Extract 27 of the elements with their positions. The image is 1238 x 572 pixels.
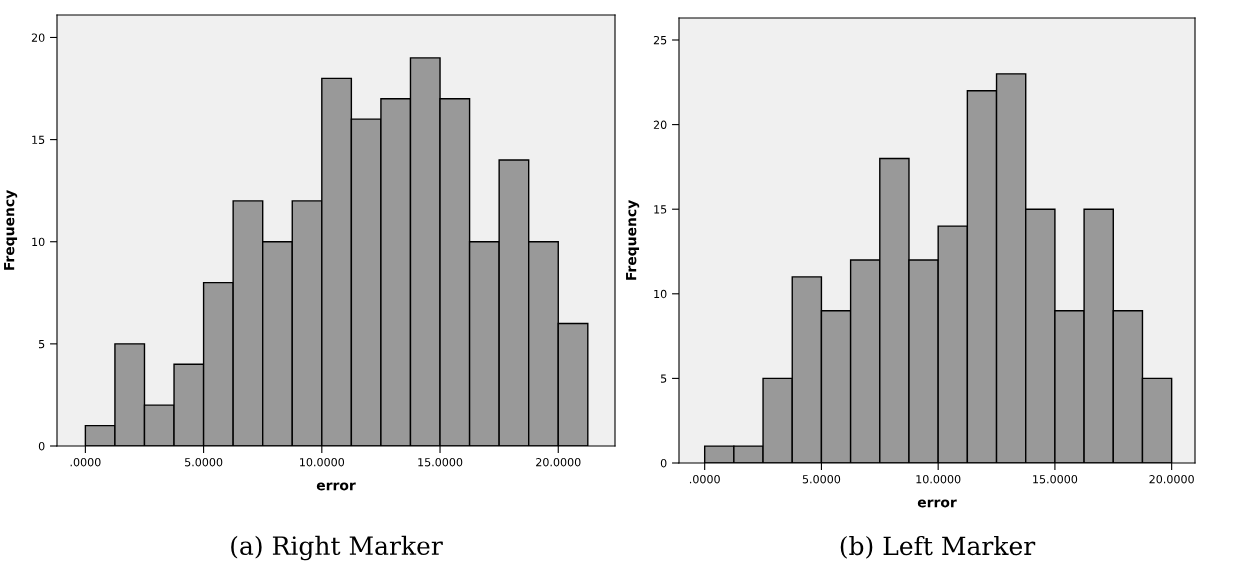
x-tick-label: 5.0000	[185, 458, 223, 467]
x-tick-label: 20.0000	[536, 458, 581, 467]
x-tick-label: 20.0000	[1149, 475, 1194, 484]
y-tick-label: 15	[32, 135, 45, 144]
y-axis-title: Frequency	[626, 200, 640, 280]
y-tick-label: 10	[654, 289, 667, 299]
x-axis-title: error	[917, 499, 957, 508]
x-tick-label: 15.0000	[418, 458, 463, 467]
y-tick-label: 0	[38, 441, 45, 451]
x-tick-label: 10.0000	[300, 458, 345, 467]
x-tick-label: 15.0000	[1033, 475, 1078, 484]
y-axis-title: Frequency	[4, 190, 18, 270]
y-tick-label: 20	[31, 33, 45, 42]
y-tick-label: 25	[653, 35, 667, 45]
x-tick-label: .0000	[70, 458, 101, 467]
x-tick-label: 5.0000	[802, 475, 841, 484]
y-tick-label: 5	[38, 339, 45, 349]
y-tick-label: 10	[32, 237, 45, 247]
y-tick-label: 15	[654, 205, 667, 214]
y-tick-label: 0	[660, 458, 667, 468]
text: (b) Left Marker	[840, 535, 1036, 559]
x-axis-title: error	[316, 482, 356, 491]
text: (a) Right Marker	[231, 535, 443, 561]
x-tick-label: 10.0000	[916, 475, 961, 484]
x-tick-label: .0000	[689, 475, 720, 484]
y-tick-label: 20	[653, 120, 667, 129]
y-tick-label: 5	[660, 374, 667, 383]
